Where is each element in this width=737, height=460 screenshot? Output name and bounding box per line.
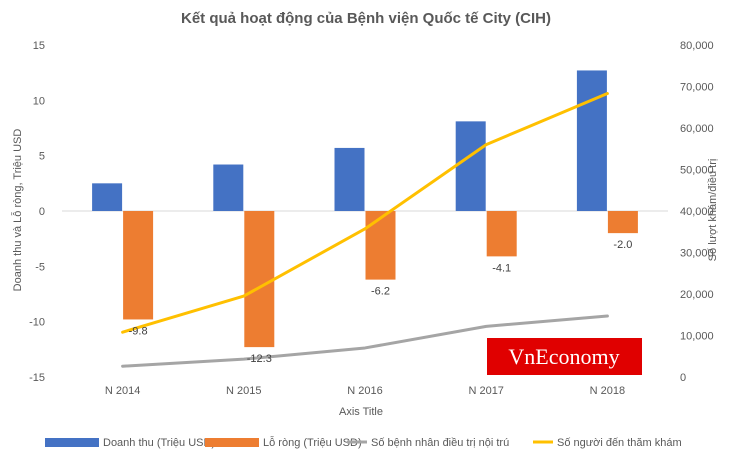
- y2-tick-label: 10,000: [680, 331, 714, 343]
- net-loss-bar: [365, 211, 396, 280]
- legend-label: Lỗ ròng (Triệu USD): [263, 436, 362, 449]
- revenue-bar: [334, 147, 365, 211]
- net-loss-data-label: -6.2: [371, 286, 390, 298]
- x-tick-label: N 2017: [468, 385, 503, 397]
- legend-label: Doanh thu (Triệu USD): [103, 437, 215, 449]
- y-tick-label: 10: [33, 95, 45, 107]
- y-axis-title: Doanh thu và Lỗ ròng, Triệu USD: [11, 129, 24, 292]
- y-tick-label: -15: [29, 372, 45, 384]
- y2-tick-label: 0: [680, 372, 686, 384]
- vneconomy-watermark: VnEconomy: [487, 338, 642, 375]
- legend: Doanh thu (Triệu USD) Lỗ ròng (Triệu USD)…: [45, 436, 682, 449]
- net-loss-bar: [123, 211, 154, 320]
- legend-swatch: [45, 438, 99, 447]
- x-axis-ticks: N 2014 N 2015 N 2016 N 2017 N 2018: [105, 385, 625, 397]
- revenue-bar: [576, 70, 607, 211]
- y-tick-label: -10: [29, 317, 45, 329]
- revenue-bar: [92, 183, 123, 211]
- y-tick-label: 0: [39, 206, 45, 218]
- net-loss-bar: [244, 211, 275, 348]
- net-loss-data-label: -9.8: [129, 325, 148, 337]
- y2-tick-label: 20,000: [680, 289, 714, 301]
- watermark-text: VnEconomy: [508, 344, 619, 369]
- legend-label: Số bệnh nhân điều trị nội trú: [371, 437, 509, 449]
- x-tick-label: N 2015: [226, 385, 261, 397]
- x-axis-title: Axis Title: [339, 406, 383, 418]
- inpatient-line: [121, 314, 609, 368]
- chart-title: Kết quả hoạt động của Bệnh viện Quốc tế …: [181, 10, 551, 27]
- revenue-bar: [455, 121, 486, 211]
- net-loss-data-label: -2.0: [613, 239, 632, 251]
- y-axis-ticks: 15 10 5 0 -5 -10 -15: [29, 40, 45, 384]
- net-loss-data-label: -12.3: [247, 353, 272, 365]
- net-loss-bar: [607, 211, 638, 234]
- legend-label: Số người đến thăm khám: [557, 437, 682, 449]
- x-tick-label: N 2018: [590, 385, 625, 397]
- lines: [121, 92, 609, 368]
- y2-axis-title: Số lượt khám/điều trị: [707, 159, 719, 262]
- y-tick-label: 15: [33, 40, 45, 52]
- watermark-background: [487, 338, 642, 375]
- y2-tick-label: 70,000: [680, 82, 714, 94]
- data-labels: -9.8 -12.3 -6.2 -4.1 -2.0: [129, 239, 633, 365]
- y2-tick-label: 50,000: [680, 165, 714, 177]
- x-tick-label: N 2016: [347, 385, 382, 397]
- net-loss-bar: [486, 211, 517, 257]
- y2-tick-label: 30,000: [680, 248, 714, 260]
- y2-tick-label: 40,000: [680, 206, 714, 218]
- bars: [92, 70, 638, 348]
- y2-axis-ticks: 80,000 70,000 60,000 50,000 40,000 30,000 20,0…: [680, 40, 714, 384]
- y2-tick-label: 80,000: [680, 40, 714, 52]
- legend-swatch: [205, 438, 259, 447]
- net-loss-data-label: -4.1: [492, 262, 511, 274]
- revenue-bar: [213, 164, 244, 211]
- y-tick-label: -5: [35, 261, 45, 273]
- y-tick-label: 5: [39, 151, 45, 163]
- x-tick-label: N 2014: [105, 385, 140, 397]
- y2-tick-label: 60,000: [680, 123, 714, 135]
- visitors-line: [121, 92, 609, 334]
